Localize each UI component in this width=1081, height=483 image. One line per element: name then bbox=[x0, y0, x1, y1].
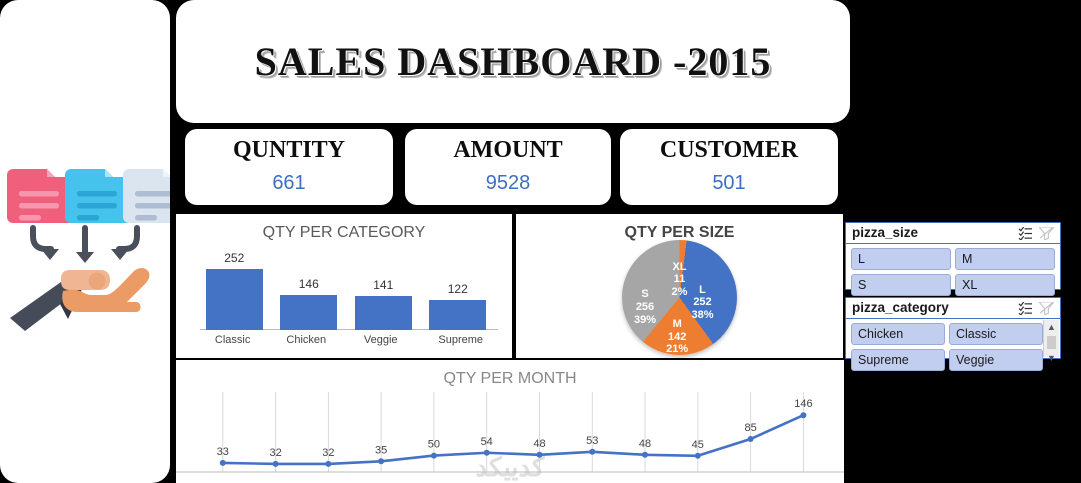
svg-text:85: 85 bbox=[744, 422, 756, 434]
svg-text:48: 48 bbox=[533, 438, 545, 450]
svg-text:33: 33 bbox=[217, 446, 229, 458]
svg-text:50: 50 bbox=[428, 439, 440, 451]
svg-text:53: 53 bbox=[586, 435, 598, 447]
svg-text:146: 146 bbox=[794, 398, 812, 410]
svg-text:48: 48 bbox=[639, 438, 651, 450]
svg-text:32: 32 bbox=[269, 447, 281, 459]
svg-text:54: 54 bbox=[481, 436, 493, 448]
svg-text:32: 32 bbox=[322, 447, 334, 459]
svg-text:35: 35 bbox=[375, 444, 387, 456]
svg-text:45: 45 bbox=[692, 439, 704, 451]
